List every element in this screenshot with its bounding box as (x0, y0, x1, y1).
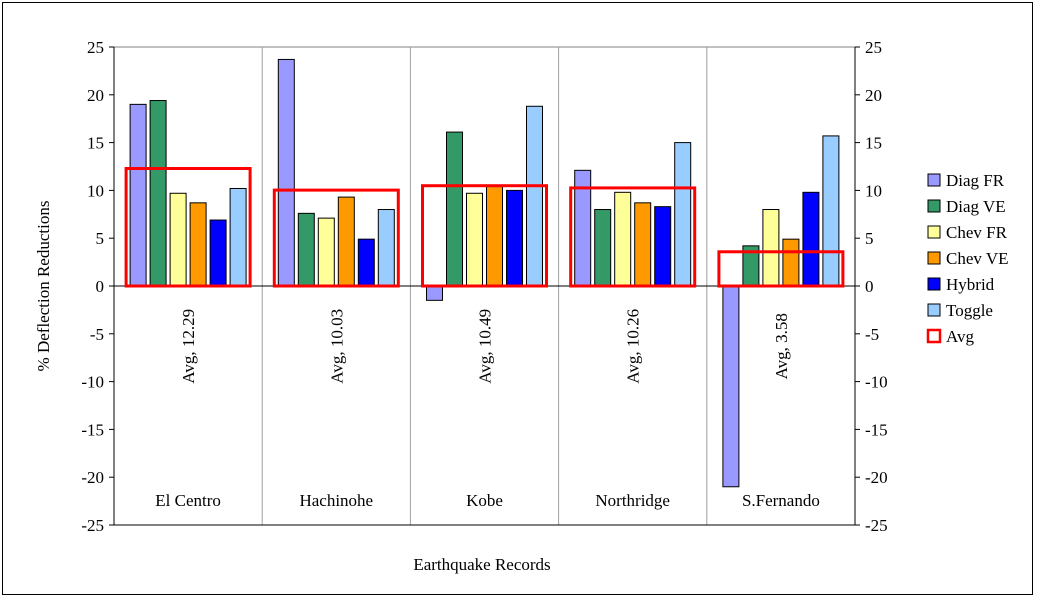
y-tick-label-right: -10 (865, 373, 888, 392)
legend-label: Diag VE (946, 197, 1006, 216)
y-tick-label-right: -20 (865, 468, 888, 487)
bar-toggle (822, 135, 840, 287)
avg-box (272, 188, 400, 288)
avg-box (569, 186, 697, 288)
bar-diag-fr (129, 103, 147, 287)
avg-label: Avg, 10.49 (476, 309, 495, 384)
legend-label: Avg (946, 327, 975, 346)
y-tick-label-left: 0 (96, 277, 105, 296)
legend-label: Chev FR (946, 223, 1008, 242)
bar-diag-fr (722, 285, 740, 488)
avg-label: Avg, 10.03 (327, 309, 346, 384)
bar-chev-fr (169, 192, 187, 287)
bar-hybrid (654, 206, 672, 287)
y-tick-label-left: -10 (81, 373, 104, 392)
y-tick-label-right: 15 (865, 134, 882, 153)
y-tick-label-left: 15 (87, 134, 104, 153)
avg-box (717, 250, 845, 288)
bar-diag-ve (594, 209, 612, 287)
y-tick-label-left: 20 (87, 86, 104, 105)
y-tick-label-left: 25 (87, 38, 104, 57)
legend-swatch (927, 303, 941, 317)
avg-label: Avg, 3.58 (772, 313, 791, 379)
legend-swatch (927, 251, 941, 265)
bar-diag-fr (277, 58, 295, 287)
bar-chev-ve (486, 186, 503, 287)
category-label: S.Fernando (742, 491, 820, 510)
legend-swatch (927, 199, 941, 213)
legend-label: Chev VE (946, 249, 1009, 268)
legend-label: Toggle (946, 301, 993, 320)
bar-chev-fr (317, 217, 335, 287)
bar-toggle (526, 105, 543, 287)
category-label: Hachinohe (299, 491, 373, 510)
y-tick-label-left: -15 (81, 420, 104, 439)
avg-box (421, 184, 548, 288)
category-label: Kobe (466, 491, 503, 510)
y-tick-label-left: 5 (96, 229, 105, 248)
bar-chev-fr (614, 191, 632, 287)
bar-chev-ve (189, 202, 207, 287)
category-label: El Centro (155, 491, 221, 510)
category-label: Northridge (595, 491, 670, 510)
legend-label: Diag FR (946, 171, 1005, 190)
y-tick-label-left: -20 (81, 468, 104, 487)
bar-diag-ve (446, 131, 463, 287)
bar-toggle (229, 187, 247, 287)
bar-toggle (674, 142, 692, 287)
legend-swatch-avg (926, 328, 942, 344)
avg-label: Avg, 12.29 (179, 309, 198, 384)
bar-hybrid (357, 238, 375, 287)
y-tick-label-right: 20 (865, 86, 882, 105)
bar-chev-ve (782, 238, 800, 287)
y-tick-label-right: 25 (865, 38, 882, 57)
bar-diag-ve (297, 212, 315, 287)
avg-box (124, 167, 252, 288)
legend-swatch (927, 173, 941, 187)
y-tick-label-right: -15 (865, 420, 888, 439)
y-tick-label-right: 10 (865, 181, 882, 200)
y-tick-label-left: 10 (87, 181, 104, 200)
x-axis-title: Earthquake Records (413, 555, 550, 574)
bar-diag-fr (426, 285, 443, 301)
y-tick-label-right: -25 (865, 516, 888, 535)
avg-label: Avg, 10.26 (624, 309, 643, 384)
bar-hybrid (802, 191, 820, 287)
legend-label: Hybrid (946, 275, 995, 294)
y-tick-label-left: -25 (81, 516, 104, 535)
bar-chev-fr (762, 209, 780, 287)
y-tick-label-right: 0 (865, 277, 874, 296)
bar-chev-ve (634, 202, 652, 287)
bar-chev-ve (337, 196, 355, 287)
bar-hybrid (506, 189, 523, 287)
y-tick-label-right: -5 (865, 325, 879, 344)
y-axis-title: % Deflection Reductions (34, 201, 53, 372)
bar-diag-ve (149, 100, 167, 287)
bar-toggle (377, 209, 395, 287)
y-tick-label-right: 5 (865, 229, 874, 248)
legend-swatch (927, 277, 941, 291)
legend-swatch (927, 225, 941, 239)
bar-hybrid (209, 219, 227, 287)
bar-chev-fr (466, 192, 483, 287)
y-tick-label-left: -5 (90, 325, 104, 344)
